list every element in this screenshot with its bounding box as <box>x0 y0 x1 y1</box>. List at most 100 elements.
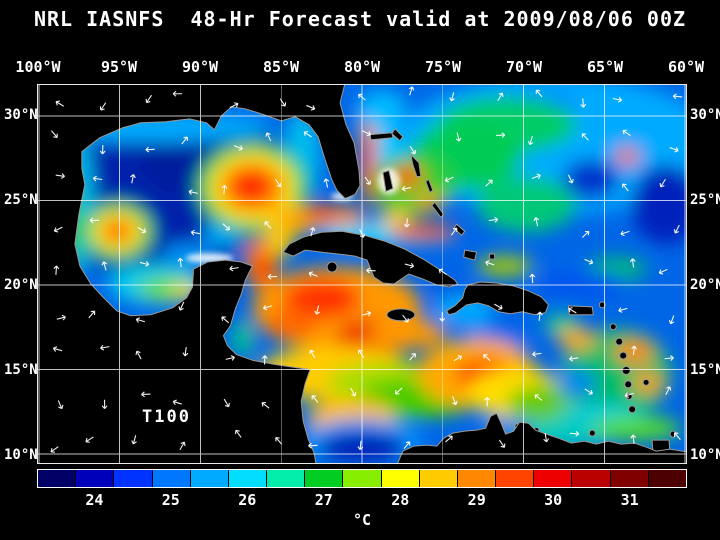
current-vector-arrow <box>233 145 243 151</box>
current-vector-arrow <box>52 346 63 352</box>
current-vectors <box>50 86 683 453</box>
colorbar-tick-label: 24 <box>85 491 104 509</box>
latitude-axis-right: 30°N 25°N 20°N 15°N 10°N <box>690 0 720 540</box>
current-vector-arrow <box>308 271 318 277</box>
landmass-hispaniola <box>446 281 549 316</box>
current-vector-arrow <box>450 227 458 236</box>
current-vector-arrow <box>225 355 235 361</box>
lon-tick-label: 70°W <box>505 58 543 76</box>
grid-lines <box>38 85 686 463</box>
lon-tick-label: 90°W <box>181 58 219 76</box>
current-vector-arrow <box>485 260 495 266</box>
current-vector-arrow <box>261 401 270 409</box>
temperature-heatmap <box>38 85 686 463</box>
current-vector-arrow <box>630 434 637 444</box>
landmass-lesser-antilles <box>514 301 677 456</box>
current-vector-arrow <box>177 257 184 268</box>
current-vector-arrow <box>452 396 458 406</box>
current-vector-arrow <box>179 441 186 451</box>
current-vector-arrow <box>99 102 107 111</box>
current-vector-arrow <box>172 399 182 406</box>
current-vector-arrow <box>494 303 503 310</box>
colorbar-segment <box>571 470 610 487</box>
current-vector-arrow <box>264 221 272 229</box>
colorbar-segment <box>266 470 305 487</box>
current-vector-arrow <box>145 146 155 153</box>
colorbar-tick-label: 29 <box>467 491 486 509</box>
current-vector-arrow <box>178 301 185 311</box>
colorbar-segment <box>456 470 496 487</box>
current-vector-arrow <box>529 273 536 284</box>
current-vector-arrow <box>267 273 278 280</box>
current-vector-arrow <box>362 130 372 137</box>
current-vector-arrow <box>55 100 64 107</box>
current-vector-arrow <box>409 353 416 361</box>
current-vector-arrow <box>235 429 242 438</box>
current-vector-arrow <box>622 129 631 136</box>
current-vector-arrow <box>408 86 415 96</box>
current-vector-arrow <box>55 173 65 179</box>
current-vector-arrow <box>223 398 230 408</box>
current-vector-arrow <box>357 349 365 358</box>
current-vector-arrow <box>53 265 60 275</box>
landmasses <box>38 85 686 463</box>
current-vector-arrow <box>135 317 146 323</box>
colorbar-ticks: 24 25 26 27 28 29 30 31 <box>37 491 687 509</box>
lat-tick-label: 30°N <box>4 107 38 123</box>
plot-title: NRL IASNFS 48-Hr Forecast valid at 2009/… <box>33 7 687 31</box>
current-vector-arrow <box>359 229 366 238</box>
colorbar-segment <box>304 470 343 487</box>
latitude-axis-left: 30°N 25°N 20°N 15°N 10°N <box>4 0 38 540</box>
current-vector-arrow <box>141 391 151 398</box>
lon-tick-label: 100°W <box>15 58 61 76</box>
current-vector-arrow <box>99 144 106 155</box>
current-vector-arrow <box>323 178 330 188</box>
colorbar-segment <box>151 470 190 487</box>
current-vector-arrow <box>453 355 463 362</box>
landmass-isla-juventud <box>326 261 338 273</box>
current-vector-arrow <box>403 441 411 450</box>
current-vector-arrow <box>85 436 94 443</box>
current-vector-arrow <box>483 354 491 362</box>
lon-tick-label: 85°W <box>262 58 300 76</box>
current-vector-arrow <box>527 135 534 146</box>
current-vector-arrow <box>261 355 268 365</box>
current-vector-arrow <box>172 90 183 97</box>
landmass-jamaica <box>386 308 416 322</box>
lat-tick-label: 15°N <box>4 362 38 378</box>
current-vector-arrow <box>622 183 629 192</box>
current-vector-arrow <box>229 265 239 272</box>
colorbar-segment <box>342 470 381 487</box>
lon-tick-label: 60°W <box>667 58 705 76</box>
current-vector-arrow <box>135 350 142 360</box>
colorbar-segment <box>75 470 114 487</box>
current-vector-arrow <box>612 96 623 103</box>
current-vector-arrow <box>580 98 587 108</box>
current-vector-arrow <box>314 305 320 315</box>
colorbar-segment <box>380 470 419 487</box>
current-vector-arrow <box>449 92 455 102</box>
current-vector-arrow <box>357 440 364 451</box>
lat-tick-label: 10°N <box>4 447 38 463</box>
current-vector-arrow <box>89 217 100 224</box>
current-vector-arrow <box>618 307 628 313</box>
current-vector-arrow <box>629 258 636 268</box>
map-frame: T100 <box>37 84 687 464</box>
current-vector-arrow <box>309 227 316 237</box>
current-vector-arrow <box>584 258 594 265</box>
current-vector-arrow <box>531 173 541 180</box>
current-vector-arrow <box>438 268 447 276</box>
current-vector-arrow <box>306 104 316 111</box>
colorbar-unit: °C <box>352 511 372 529</box>
current-vector-arrow <box>221 316 230 324</box>
current-vector-arrow <box>668 315 675 325</box>
current-vector-arrow <box>265 132 272 142</box>
current-vector-arrow <box>664 355 674 361</box>
current-vector-arrow <box>50 446 59 453</box>
current-vector-arrow <box>51 130 58 139</box>
current-vector-arrow <box>139 261 150 267</box>
current-vector-arrow <box>620 230 630 237</box>
lat-tick-label: 25°N <box>4 192 38 208</box>
colorbar-tick-label: 26 <box>238 491 257 509</box>
current-vector-arrow <box>532 351 542 358</box>
